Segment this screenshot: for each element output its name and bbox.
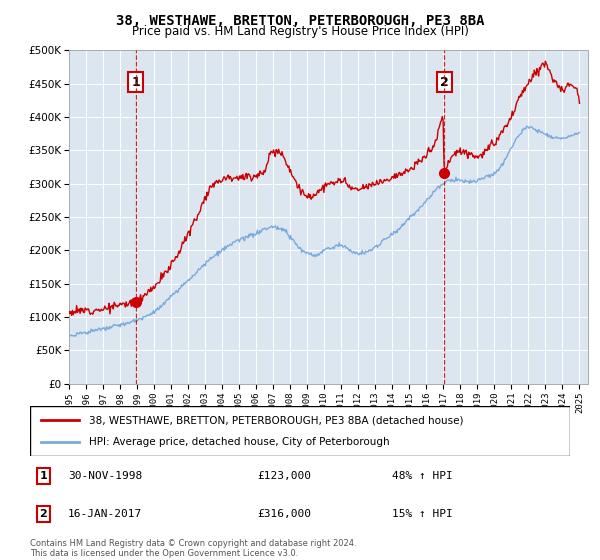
Text: Contains HM Land Registry data © Crown copyright and database right 2024.: Contains HM Land Registry data © Crown c… [30, 539, 356, 548]
Text: £316,000: £316,000 [257, 508, 311, 519]
Text: £123,000: £123,000 [257, 471, 311, 481]
Text: Price paid vs. HM Land Registry's House Price Index (HPI): Price paid vs. HM Land Registry's House … [131, 25, 469, 38]
Text: 1: 1 [131, 76, 140, 88]
Text: 38, WESTHAWE, BRETTON, PETERBOROUGH, PE3 8BA: 38, WESTHAWE, BRETTON, PETERBOROUGH, PE3… [116, 14, 484, 28]
Text: 1: 1 [40, 471, 47, 481]
Text: 48% ↑ HPI: 48% ↑ HPI [392, 471, 452, 481]
Text: 2: 2 [440, 76, 449, 88]
Text: 30-NOV-1998: 30-NOV-1998 [68, 471, 142, 481]
FancyBboxPatch shape [30, 406, 570, 456]
Text: 2: 2 [40, 508, 47, 519]
Text: 15% ↑ HPI: 15% ↑ HPI [392, 508, 452, 519]
Text: 38, WESTHAWE, BRETTON, PETERBOROUGH, PE3 8BA (detached house): 38, WESTHAWE, BRETTON, PETERBOROUGH, PE3… [89, 415, 464, 425]
Text: This data is licensed under the Open Government Licence v3.0.: This data is licensed under the Open Gov… [30, 549, 298, 558]
Text: 16-JAN-2017: 16-JAN-2017 [68, 508, 142, 519]
Text: HPI: Average price, detached house, City of Peterborough: HPI: Average price, detached house, City… [89, 437, 390, 447]
